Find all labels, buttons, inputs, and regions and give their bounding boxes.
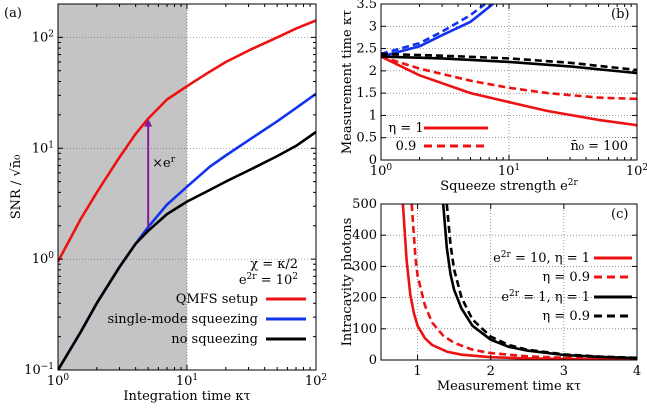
y-tick-label: 2.5 [356,42,377,57]
series-line-e-2r-10-1 [401,204,637,360]
y-tick-label: 3 [369,19,377,34]
x-tick-label: 100 [370,163,393,179]
y-tick-label: 500 [352,197,377,212]
series-line-5 [381,52,637,72]
shaded-region [58,4,187,370]
x-tick-label: 100 [47,373,70,389]
series-line-4 [381,55,637,75]
series-group [58,19,316,370]
annotation-n0: n̄₀ = 100 [570,139,628,154]
y-tick-label: 2 [369,64,377,79]
series-line-e-2r-1-1 [441,204,637,360]
x-tick-label: 1 [413,364,421,379]
legend-label: no squeezing [171,332,258,347]
x-axis-label: Integration time κτ [123,389,250,404]
series-line-no-squeezing [58,130,316,370]
y-tick-label: 0.5 [356,131,377,146]
series-group [401,204,637,360]
legend-label: QMFS setup [176,292,258,307]
series-line-3 [381,4,486,56]
y-axis-label: SNR / √n̄₀ [9,155,24,220]
axes-frame [380,203,638,361]
y-tick-label: 0 [369,153,377,168]
legend-label: e2r = 10, η = 1 [493,250,590,266]
y-tick-label: 3.5 [356,0,377,12]
arrow-head [144,118,153,127]
y-tick-label: 300 [352,259,377,274]
series-line--1 [381,55,637,127]
series-line--0-9 [410,204,637,360]
y-tick-label: 100 [32,251,55,267]
y-tick-label: 0 [369,353,377,368]
panel-1: 100 101 102 0 0.5 1 1.5 2 2.5 3 3.5 Squeeze strengt… [340,0,647,194]
legend-label: single-mode squeezing [107,312,258,327]
y-axis-label: Intracavity photons [340,218,355,347]
x-tick-label: 101 [176,373,198,389]
arrow-label: ×er [152,155,176,171]
panel-2: 1 2 3 4 0 100 200 300 400 500 Measurement time κτ I… [340,197,641,394]
series-line-2 [381,4,494,58]
y-tick-label: 1.5 [356,86,377,101]
y-tick-label: 400 [352,228,377,243]
x-tick-label: 102 [626,163,647,179]
y-axis-label: Measurement time κτ [340,10,355,154]
x-tick-label: 101 [498,163,520,179]
panel-label: (c) [611,207,628,222]
annotation-squeeze: e2r = 102 [239,272,298,288]
legend-label: η = 0.9 [542,309,590,324]
legend-label: e2r = 1, η = 1 [501,289,590,305]
series-line-0-9 [381,55,637,101]
y-tick-label: 102 [32,29,54,45]
x-tick-label: 2 [487,364,495,379]
x-tick-label: 3 [560,364,568,379]
panel-label: (a) [4,6,22,21]
x-axis-label: Measurement time κτ [437,379,581,394]
x-axis-label: Squeeze strength e2r [440,178,578,194]
legend-label: 0.9 [396,139,417,154]
legend-label: η = 0.9 [542,270,590,285]
series-line-qmfs-setup [58,19,316,263]
y-tick-label: 10−1 [24,362,54,378]
x-tick-label: 102 [305,373,327,389]
series-line--0-9 [445,204,637,360]
y-tick-label: 1 [369,108,377,123]
x-tick-label: 4 [633,364,641,379]
y-tick-label: 100 [352,322,377,337]
series-group [381,4,637,127]
legend-label: η = 1 [388,121,423,136]
y-tick-label: 101 [32,140,54,156]
panel-label: (b) [611,7,629,22]
y-tick-label: 200 [352,291,377,306]
annotation-chi: χ = κ/2 [250,257,298,272]
